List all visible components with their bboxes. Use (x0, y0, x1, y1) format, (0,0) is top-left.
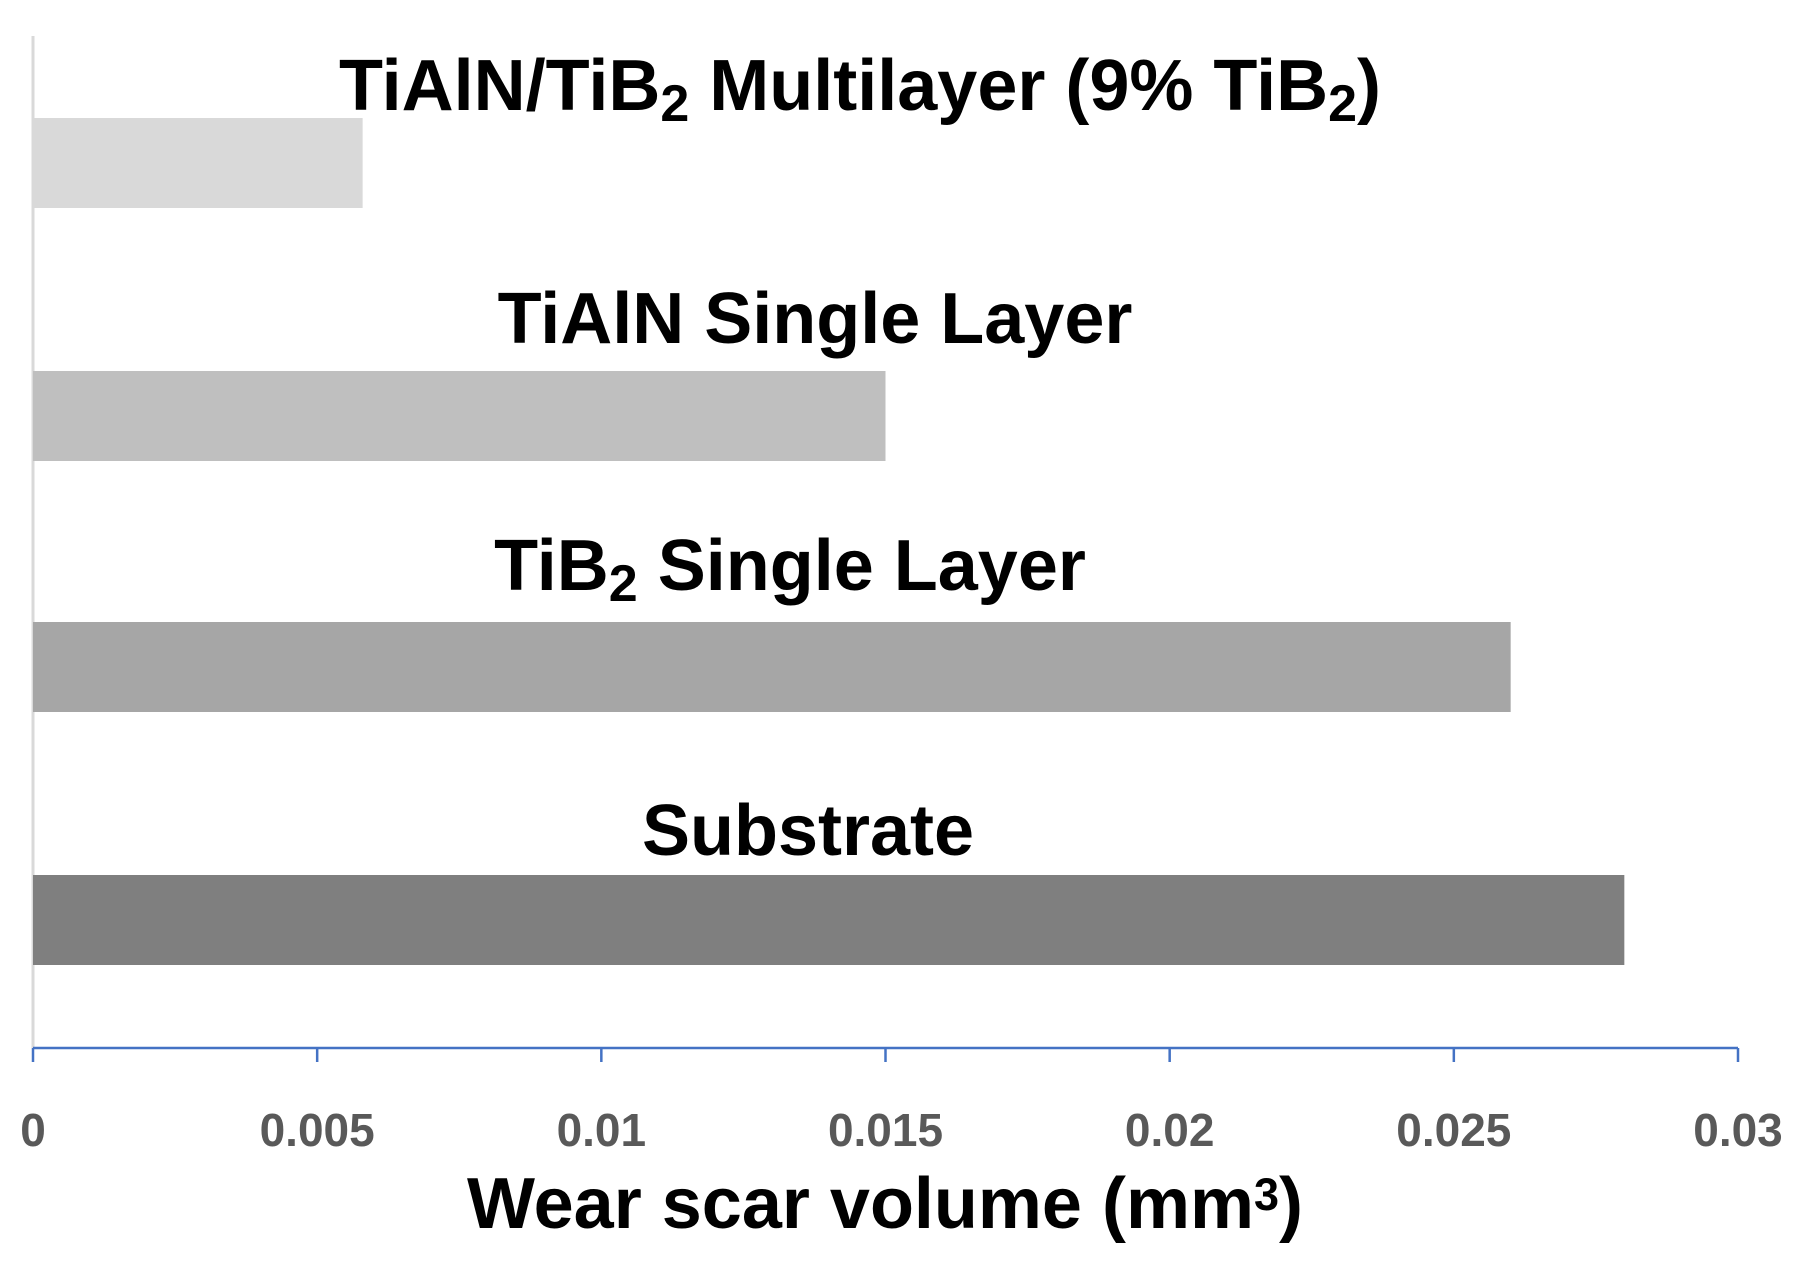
bars-group (33, 118, 1625, 965)
label-part: ) (1357, 46, 1381, 126)
x-ticks-group (31, 1048, 1740, 1062)
label-part: TiAlN/TiB (339, 46, 660, 126)
category-label-2: TiB2 Single Layer (494, 526, 1086, 613)
x-tick-label-3: 0.015 (828, 1104, 943, 1156)
x-tick-label-2: 0.01 (557, 1104, 647, 1156)
label-part: TiAlN Single Layer (498, 279, 1133, 359)
category-labels-group: TiAlN/TiB2 Multilayer (9% TiB2)TiAlN Sin… (339, 46, 1381, 871)
label-part: Single Layer (638, 526, 1086, 606)
label-part: 3 (1254, 1169, 1279, 1220)
label-part: 2 (609, 555, 638, 613)
x-tick-label-5: 0.025 (1396, 1104, 1511, 1156)
x-axis-title: Wear scar volume (mm3) (467, 1164, 1303, 1244)
label-part: Multilayer (9% TiB (689, 46, 1328, 126)
bar-3 (33, 875, 1625, 965)
label-part: Wear scar volume (mm (467, 1164, 1254, 1244)
category-label-3: Substrate (642, 791, 974, 871)
bar-1 (33, 371, 886, 461)
x-tick-label-1: 0.005 (260, 1104, 375, 1156)
label-part: 2 (1328, 75, 1357, 133)
bar-2 (33, 622, 1511, 712)
category-label-0: TiAlN/TiB2 Multilayer (9% TiB2) (339, 46, 1381, 133)
x-tick-labels-group: 0 0.005 0.01 0.015 0.02 0.025 0.03 (20, 1104, 1783, 1156)
x-tick-label-4: 0.02 (1125, 1104, 1215, 1156)
label-part: 2 (660, 75, 689, 133)
label-part: TiB (494, 526, 609, 606)
x-tick-label-0: 0 (20, 1104, 46, 1156)
category-label-1: TiAlN Single Layer (498, 279, 1133, 359)
bar-0 (33, 118, 363, 208)
label-part: ) (1279, 1164, 1303, 1244)
x-tick-label-6: 0.03 (1693, 1104, 1783, 1156)
label-part: Substrate (642, 791, 974, 871)
